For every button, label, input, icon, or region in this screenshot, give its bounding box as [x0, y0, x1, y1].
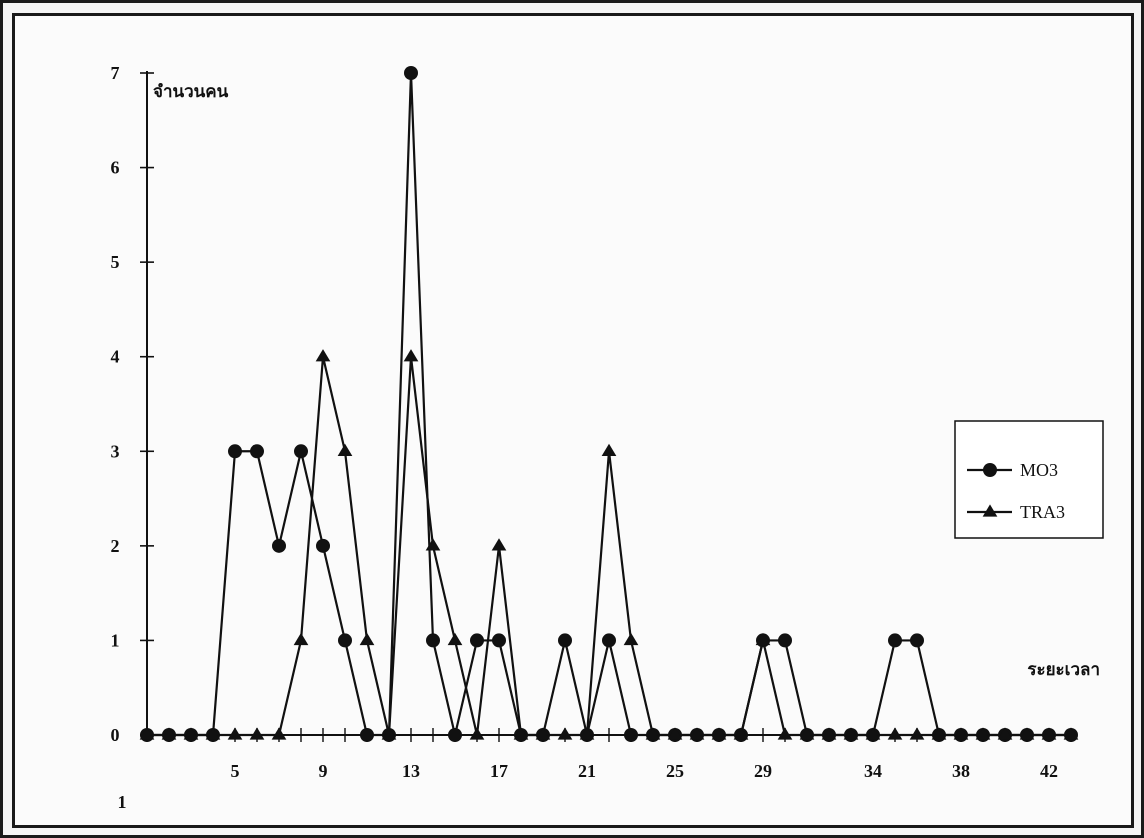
data-point-tra3: [447, 632, 463, 646]
data-point-mo3: [910, 633, 924, 648]
data-point-tra3: [1041, 727, 1057, 740]
data-point-tra3: [821, 727, 837, 740]
data-point-tra3: [205, 727, 221, 740]
legend-box: [954, 420, 1104, 539]
y-tick-label: 4: [111, 347, 120, 367]
data-point-tra3: [601, 443, 617, 456]
data-point-mo3: [250, 444, 264, 459]
data-point-tra3: [425, 538, 441, 551]
data-point-tra3: [1063, 727, 1079, 740]
x-tick-label: 34: [864, 761, 882, 781]
data-point-mo3: [888, 633, 902, 648]
data-point-tra3: [249, 727, 265, 740]
y-axis-title: จำนวนคน: [153, 82, 229, 102]
data-point-mo3: [602, 633, 616, 648]
x-tick-label: 21: [578, 761, 596, 781]
data-point-tra3: [513, 727, 529, 740]
data-point-mo3: [228, 444, 242, 459]
x-tick-label: 29: [754, 761, 772, 781]
data-point-tra3: [689, 727, 705, 740]
chart-frame: [12, 13, 1134, 828]
data-point-mo3: [294, 444, 308, 459]
legend-marker-mo3: [983, 463, 997, 477]
data-point-mo3: [624, 728, 638, 742]
data-point-tra3: [799, 727, 815, 740]
data-point-mo3: [426, 633, 440, 648]
data-point-tra3: [975, 727, 991, 740]
data-point-tra3: [315, 349, 331, 362]
y-tick-label: 3: [111, 441, 120, 461]
data-point-tra3: [931, 727, 947, 740]
data-point-tra3: [227, 727, 243, 740]
x-tick-label: 25: [666, 761, 684, 781]
data-point-tra3: [711, 727, 727, 740]
data-point-tra3: [953, 727, 969, 740]
x-axis-title: ระยะเวลา: [1027, 660, 1100, 680]
corner-label: 1: [118, 792, 127, 812]
series-markers-group: [139, 66, 1079, 742]
data-point-tra3: [843, 727, 859, 740]
data-point-tra3: [755, 632, 771, 646]
data-point-tra3: [337, 443, 353, 456]
data-point-tra3: [469, 727, 485, 740]
y-tick-label: 0: [111, 725, 120, 745]
y-tick-label: 2: [111, 536, 120, 556]
data-point-tra3: [293, 632, 309, 646]
legend: MO3 TRA3: [954, 420, 1104, 539]
data-point-tra3: [887, 727, 903, 740]
data-point-tra3: [161, 727, 177, 740]
data-point-tra3: [733, 727, 749, 740]
data-point-tra3: [997, 727, 1013, 740]
data-point-mo3: [492, 633, 506, 648]
data-point-mo3: [448, 728, 462, 742]
data-point-tra3: [183, 727, 199, 740]
x-tick-label: 13: [402, 761, 420, 781]
y-tick-label: 1: [111, 630, 120, 650]
legend-marker-tra3: [982, 504, 998, 517]
x-tick-label: 5: [231, 761, 240, 781]
data-point-mo3: [316, 538, 330, 553]
y-tick-label: 6: [111, 158, 120, 178]
data-point-tra3: [909, 727, 925, 740]
legend-label-tra3: TRA3: [1020, 502, 1065, 522]
data-point-tra3: [623, 632, 639, 646]
data-point-mo3: [470, 633, 484, 648]
x-tick-label: 38: [952, 761, 970, 781]
data-point-tra3: [645, 727, 661, 740]
data-point-mo3: [404, 66, 418, 80]
data-point-tra3: [403, 349, 419, 362]
x-tick-label: 17: [490, 761, 508, 781]
data-point-tra3: [381, 727, 397, 740]
data-point-tra3: [491, 538, 507, 551]
data-point-mo3: [558, 633, 572, 648]
data-point-tra3: [139, 727, 155, 740]
x-tick-label: 42: [1040, 761, 1058, 781]
data-point-mo3: [272, 538, 286, 553]
data-point-mo3: [360, 728, 374, 742]
data-point-tra3: [579, 727, 595, 740]
data-point-tra3: [667, 727, 683, 740]
x-tick-label: 9: [319, 761, 328, 781]
data-point-tra3: [1019, 727, 1035, 740]
data-point-mo3: [778, 633, 792, 648]
data-point-tra3: [557, 727, 573, 740]
data-point-tra3: [535, 727, 551, 740]
data-point-tra3: [359, 632, 375, 646]
legend-label-mo3: MO3: [1020, 460, 1058, 480]
data-point-tra3: [271, 727, 287, 740]
y-tick-label: 7: [111, 63, 120, 83]
data-point-tra3: [777, 727, 793, 740]
data-point-mo3: [338, 633, 352, 648]
data-point-tra3: [865, 727, 881, 740]
y-tick-label: 5: [111, 252, 120, 272]
